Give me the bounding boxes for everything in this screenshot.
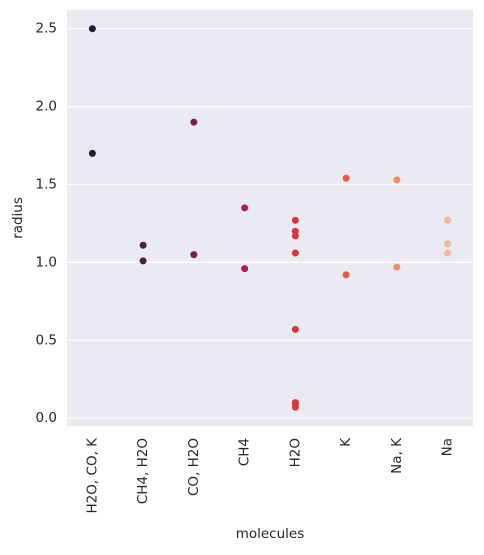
point xyxy=(241,265,249,273)
point xyxy=(444,240,452,248)
x-tick-label: H2O, CO, K xyxy=(84,437,100,514)
point xyxy=(393,176,401,184)
plot-area xyxy=(67,10,473,426)
point xyxy=(88,149,96,157)
y-tick-label: 1.0 xyxy=(36,254,57,270)
x-tick-label: CH4, H2O xyxy=(135,438,151,504)
point xyxy=(342,174,350,182)
x-axis-label: molecules xyxy=(236,526,305,542)
y-tick-label: 0.0 xyxy=(36,410,57,426)
y-axis-label: radius xyxy=(10,197,26,239)
point xyxy=(88,25,96,33)
point xyxy=(444,216,452,224)
point xyxy=(444,249,452,257)
point xyxy=(190,118,198,126)
point xyxy=(190,251,198,259)
y-tick-label: 0.5 xyxy=(36,332,57,348)
x-tick-label: K xyxy=(338,437,354,447)
x-tick-label: CO, H2O xyxy=(186,438,202,496)
y-tick-label: 1.5 xyxy=(36,177,57,193)
point xyxy=(291,403,299,411)
point xyxy=(291,232,299,240)
x-tick-label: Na xyxy=(440,438,456,456)
point xyxy=(342,271,350,279)
point xyxy=(139,257,147,265)
x-tick-label: Na, K xyxy=(389,437,405,474)
point xyxy=(291,249,299,257)
x-tick-label: H2O xyxy=(287,438,303,467)
y-tick-label: 2.5 xyxy=(36,21,57,37)
point xyxy=(291,216,299,224)
point xyxy=(393,263,401,271)
point xyxy=(291,325,299,333)
x-tick-label: CH4 xyxy=(237,438,253,466)
point xyxy=(241,204,249,212)
point xyxy=(139,241,147,249)
y-tick-label: 2.0 xyxy=(36,99,57,115)
